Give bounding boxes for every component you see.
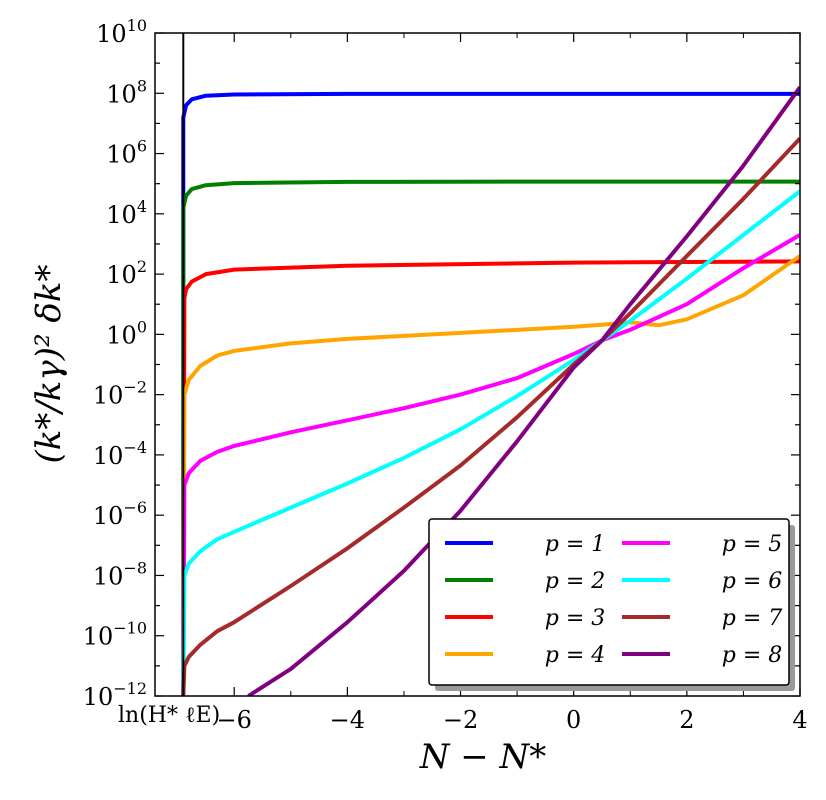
y-tick-exponent: 2 [137, 257, 147, 276]
series-line-p5 [181, 233, 800, 696]
series-line-p6 [181, 189, 800, 696]
x-tick-label: 2 [679, 706, 694, 734]
legend-label-p7: p = 7 [722, 606, 783, 631]
y-tick-label: 102 [106, 257, 147, 289]
series-line-p4 [181, 254, 800, 696]
legend-label-p8: p = 8 [722, 643, 783, 668]
y-tick-label: 10−6 [93, 498, 147, 530]
legend-label-p5: p = 5 [722, 532, 783, 557]
y-tick-base: 10 [106, 321, 137, 349]
y-tick-base: 10 [93, 382, 124, 410]
x-tick-label: 0 [566, 706, 581, 734]
vline-label: ln(H* ℓE) [118, 703, 220, 728]
y-tick-label: 1010 [96, 16, 147, 48]
y-tick-base: 10 [106, 261, 137, 289]
series-line-p3 [181, 259, 800, 696]
y-tick-exponent: 4 [137, 197, 147, 216]
y-tick-base: 10 [106, 141, 137, 169]
y-tick-base: 10 [96, 20, 127, 48]
y-tick-base: 10 [83, 623, 114, 651]
y-tick-exponent: −2 [123, 378, 147, 397]
y-tick-label: 10−10 [83, 619, 147, 651]
y-axis-title: (k*/kγ)² δk* [29, 264, 69, 463]
x-tick-label: −4 [330, 706, 365, 734]
series-line-p7 [181, 137, 800, 696]
legend: p = 1 p = 2 p = 3 p = 4 p = 5 p = 6 p = 7 p = 8 [428, 518, 795, 691]
y-tick-label: 108 [106, 76, 147, 108]
legend-label-p1: p = 1 [545, 532, 606, 557]
y-tick-exponent: 8 [137, 76, 147, 95]
y-tick-exponent: 0 [137, 317, 147, 336]
y-tick-base: 10 [106, 80, 137, 108]
legend-box [428, 518, 790, 686]
y-tick-label: 10−8 [93, 558, 147, 590]
x-tick-label: −6 [217, 706, 252, 734]
y-tick-exponent: 6 [137, 137, 147, 156]
legend-label-p3: p = 3 [545, 606, 606, 631]
y-tick-label: 10−2 [93, 378, 147, 410]
y-tick-label: 100 [106, 317, 147, 349]
y-tick-base: 10 [93, 502, 124, 530]
x-tick-label: −2 [443, 706, 478, 734]
legend-label-p2: p = 2 [545, 569, 606, 594]
y-tick-base: 10 [83, 683, 114, 711]
y-tick-label: 106 [106, 137, 147, 169]
x-tick-labels: −6 −4 −2 0 2 4 [217, 706, 808, 734]
y-tick-base: 10 [93, 562, 124, 590]
x-axis-title: N − N* [419, 737, 547, 777]
legend-label-p6: p = 6 [722, 569, 783, 594]
plot-frame [154, 32, 801, 697]
series-line-p8 [247, 86, 800, 696]
y-tick-label: 10−12 [83, 679, 147, 711]
y-tick-exponent: −8 [123, 558, 147, 577]
y-tick-labels: 101010810610410210010−210−410−610−810−10… [83, 16, 147, 711]
y-tick-exponent: −4 [123, 438, 147, 457]
y-tick-exponent: 10 [127, 16, 147, 35]
y-tick-base: 10 [93, 442, 124, 470]
y-tick-exponent: −12 [113, 679, 147, 698]
ticks-layer [155, 32, 801, 697]
legend-label-p4: p = 4 [545, 643, 606, 668]
y-tick-exponent: −10 [113, 619, 147, 638]
y-tick-label: 10−4 [93, 438, 147, 470]
y-tick-exponent: −6 [123, 498, 147, 517]
x-tick-label: 4 [792, 706, 807, 734]
y-tick-label: 104 [106, 197, 147, 229]
y-tick-base: 10 [106, 201, 137, 229]
